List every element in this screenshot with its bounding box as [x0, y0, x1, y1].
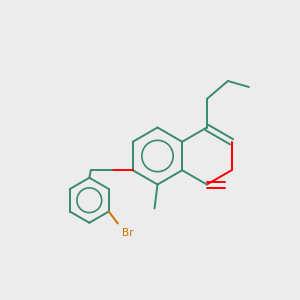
Text: Br: Br	[122, 228, 134, 238]
